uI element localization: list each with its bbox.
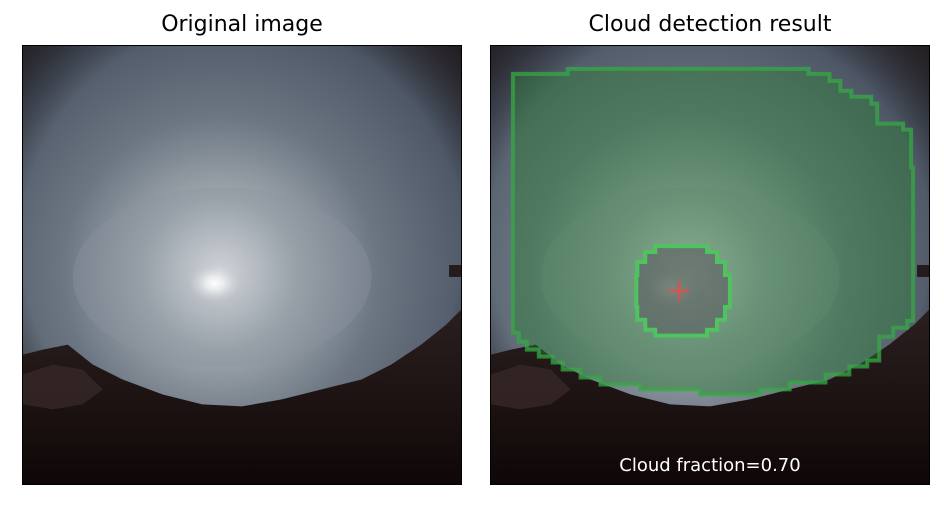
cloud-detection-title: Cloud detection result (588, 12, 832, 37)
original-image-panel (22, 45, 462, 485)
cloud-detection-image (491, 46, 929, 484)
cloud-fraction-label: Cloud fraction=0.70 (619, 455, 801, 476)
cloud-detection-panel: Cloud fraction=0.70 (490, 45, 930, 485)
sun-marker-icon (669, 280, 690, 301)
original-image (23, 46, 461, 484)
cloud-mask (510, 66, 916, 397)
original-image-title: Original image (161, 12, 323, 37)
